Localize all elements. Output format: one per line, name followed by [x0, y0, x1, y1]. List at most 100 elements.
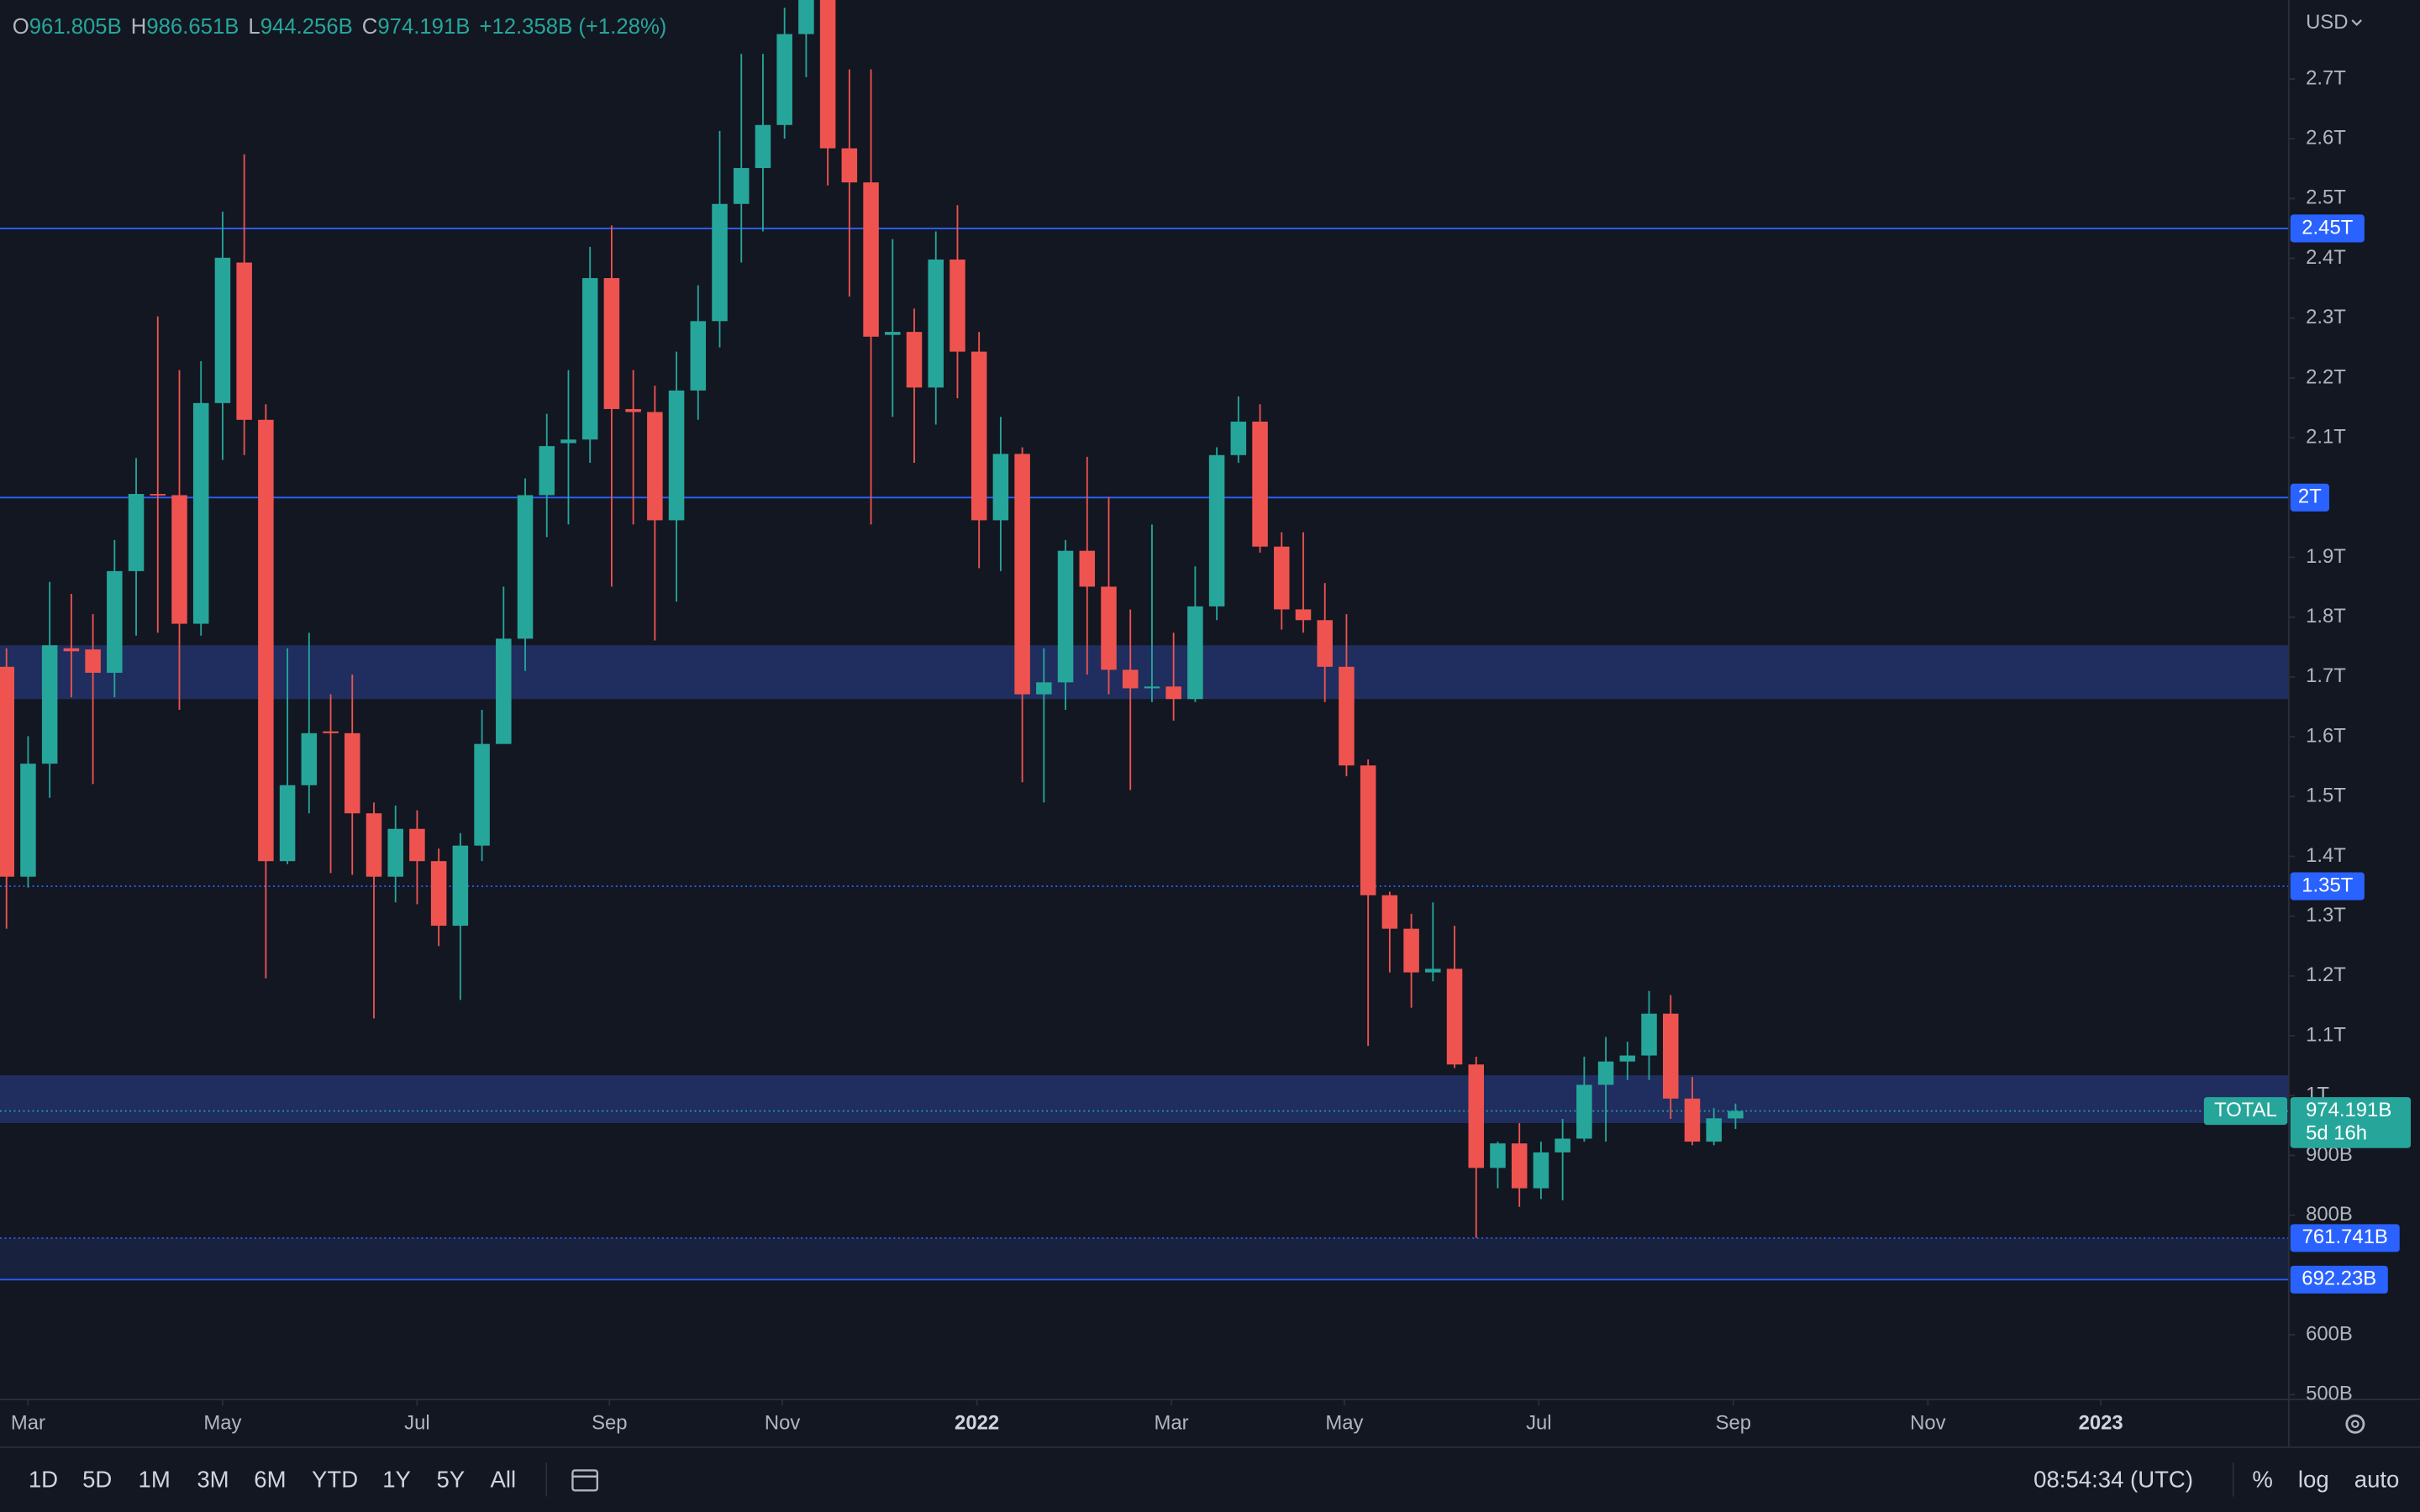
interval-button[interactable]: 1M [139, 1467, 171, 1493]
interval-button[interactable]: 1Y [382, 1467, 411, 1493]
zone [0, 1237, 2289, 1280]
candle-body [1533, 1152, 1549, 1189]
level-tag [2290, 214, 2365, 243]
candle-body [1295, 609, 1312, 621]
candle-body [128, 494, 145, 571]
x-tick-label: 2022 [955, 1412, 999, 1435]
interval-button[interactable]: 3M [197, 1467, 229, 1493]
candle-body [971, 351, 987, 521]
currency[interactable]: USD [2306, 11, 2348, 34]
candle-body [603, 278, 620, 409]
candle-body [1339, 666, 1355, 766]
candle-body [192, 402, 209, 624]
chevron [2351, 19, 2362, 26]
scale-option[interactable]: % [2252, 1467, 2273, 1493]
ohlc-value: 974.191B [377, 15, 470, 39]
candle-body [236, 262, 252, 420]
candle-body [1057, 550, 1074, 683]
symbol-tag [2203, 1097, 2288, 1126]
y-tick-label: 2.5T [2306, 186, 2346, 209]
level-tag [2290, 872, 2365, 900]
candle-body [171, 495, 187, 624]
candle-body [214, 257, 231, 403]
candle-body [0, 666, 14, 877]
x-tick-label: Jul [404, 1412, 430, 1435]
candle-body [1036, 682, 1052, 695]
zone [0, 645, 2289, 700]
candle-body [1360, 765, 1376, 895]
candle-body [1208, 454, 1225, 606]
ohlc-key: C [362, 15, 378, 39]
y-tick-label: 2.2T [2306, 365, 2346, 388]
y-tick-label: 2.6T [2306, 126, 2346, 149]
interval-button[interactable]: 1D [29, 1467, 58, 1493]
candle-body [625, 408, 641, 412]
clock: 08:54:34 (UTC) [2033, 1467, 2193, 1493]
candle-body [496, 638, 512, 744]
y-tick-label: 1.8T [2306, 605, 2346, 627]
candle-body [474, 743, 490, 846]
candle-body [885, 332, 901, 335]
x-tick-label: May [1325, 1412, 1363, 1435]
candle-body [107, 570, 123, 673]
level-tag-label: 1.35T [2302, 874, 2353, 896]
candle-body [1684, 1098, 1701, 1142]
zone [0, 1075, 2289, 1124]
candle-body [150, 494, 166, 496]
candle-body [647, 412, 663, 521]
y-tick-label: 1.6T [2306, 724, 2346, 747]
candle-body [344, 732, 360, 814]
level-tag [2290, 1265, 2388, 1294]
candle-body [755, 124, 771, 169]
candle-body [1014, 454, 1030, 695]
x-tick-label: Mar [11, 1412, 45, 1435]
x-tick-label: May [203, 1412, 241, 1435]
interval-button[interactable]: All [490, 1467, 516, 1493]
scale-option[interactable]: log [2298, 1467, 2329, 1493]
candle-body [63, 648, 80, 652]
interval-button[interactable]: 5Y [436, 1467, 465, 1493]
candle-body [798, 0, 814, 34]
candle-body [712, 203, 728, 322]
candle-body [1144, 686, 1160, 689]
y-tick-label: 1.4T [2306, 844, 2346, 867]
candle-body [1079, 550, 1096, 587]
settings-icon[interactable] [2345, 1414, 2365, 1434]
candle-body [1728, 1110, 1744, 1119]
y-tick-label: 1.5T [2306, 785, 2346, 807]
ohlc-value: 961.805B [29, 15, 122, 39]
candle-body [1122, 669, 1139, 689]
candle-body [1555, 1138, 1570, 1152]
ohlc-value: 986.651B [146, 15, 239, 39]
interval-button[interactable]: 5D [82, 1467, 112, 1493]
countdown: 5d 16h [2306, 1121, 2367, 1144]
y-tick-label: 1.7T [2306, 664, 2346, 687]
x-tick-label: Sep [592, 1412, 627, 1435]
interval-button[interactable]: 6M [254, 1467, 286, 1493]
candle-body [1662, 1013, 1679, 1099]
x-tick-label: Mar [1155, 1412, 1189, 1435]
candle-body [1641, 1013, 1657, 1056]
candle-body [1706, 1118, 1722, 1142]
candle-body [733, 168, 750, 204]
candle-body [323, 731, 339, 733]
candle-body [560, 439, 576, 444]
interval-button[interactable]: YTD [312, 1467, 358, 1493]
candle-body [690, 321, 707, 391]
gear [2345, 1414, 2365, 1434]
x-tick-label: Sep [1716, 1412, 1751, 1435]
candle-body [906, 332, 923, 388]
candle-body [1446, 969, 1463, 1065]
scale-option[interactable]: auto [2354, 1467, 2400, 1493]
candle-body [517, 495, 534, 639]
candle-body [1490, 1143, 1506, 1168]
y-tick-label: 500B [2306, 1383, 2353, 1405]
ohlc-value: 944.256B [260, 15, 353, 39]
level-tag-label: 2.45T [2302, 216, 2353, 239]
date-range-icon[interactable] [571, 1469, 599, 1492]
y-tick-label: 1.2T [2306, 963, 2346, 986]
level-tag [2290, 1224, 2400, 1252]
candle-body [452, 845, 469, 927]
ohlc-key: O [13, 15, 29, 39]
